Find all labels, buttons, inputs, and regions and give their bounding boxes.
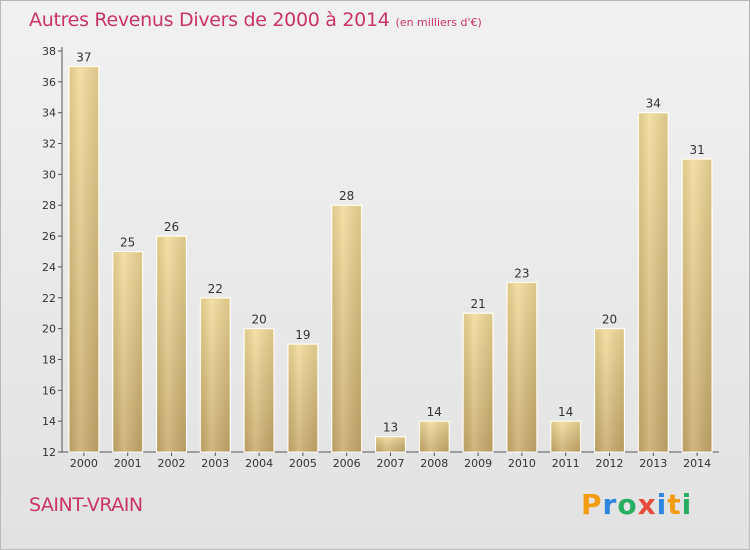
bars [68,65,713,453]
bar-shading-2009 [464,314,493,452]
y-tick-label: 24 [42,261,56,274]
y-tick-label: 26 [42,230,56,243]
x-tick-label-2004: 2004 [245,457,273,470]
x-tick-label-2013: 2013 [639,457,667,470]
value-label-2013: 34 [646,97,661,111]
proxiti-logo[interactable]: Proxiti [581,488,692,521]
value-label-2003: 22 [208,282,223,296]
logo-letter: r [602,488,618,521]
bar-shading-2014 [683,159,712,452]
x-tick-label-2007: 2007 [377,457,405,470]
logo-letter: o [617,488,638,521]
x-tick-label-2014: 2014 [683,457,711,470]
logo-letter: x [637,488,657,521]
bar-shading-2000 [69,67,98,452]
value-label-2002: 26 [164,220,179,234]
x-tick-label-2009: 2009 [464,457,492,470]
y-tick-label: 30 [42,168,56,181]
y-tick-label: 32 [42,138,56,151]
logo-letter: i [656,488,668,521]
bar-shading-2006 [332,206,361,452]
logo-letter: t [667,488,682,521]
y-tick-label: 28 [42,199,56,212]
x-tick-label-2008: 2008 [420,457,448,470]
y-tick-label: 22 [42,292,56,305]
x-tick-label-2010: 2010 [508,457,536,470]
value-label-2009: 21 [470,297,485,311]
chart-title: Autres Revenus Divers de 2000 à 2014 [29,9,390,31]
x-tick-label-2005: 2005 [289,457,317,470]
value-label-2001: 25 [120,236,135,250]
value-label-2000: 37 [76,50,91,64]
bar-shading-2001 [113,252,142,452]
place-name: SAINT-VRAIN [29,494,143,516]
value-label-2007: 13 [383,421,398,435]
bar-shading-2007 [376,437,405,452]
bar-shading-2003 [201,298,230,452]
y-tick-label: 14 [42,415,56,428]
value-label-2010: 23 [514,266,529,280]
y-tick-label: 16 [42,384,56,397]
value-label-2011: 14 [558,405,573,419]
bar-shading-2008 [420,422,449,452]
y-tick-label: 12 [42,446,56,459]
value-label-2008: 14 [427,405,442,419]
chart-subtitle: (en milliers d'€) [395,16,482,29]
y-tick-label: 34 [42,107,56,120]
x-tick-label-2006: 2006 [333,457,361,470]
chart-title-block: Autres Revenus Divers de 2000 à 2014 (en … [29,9,482,31]
bar-shading-2013 [639,113,668,452]
x-tick-label-2001: 2001 [114,457,142,470]
value-label-2005: 19 [295,328,310,342]
x-tick-label-2000: 2000 [70,457,98,470]
bar-shading-2002 [157,237,186,452]
value-label-2006: 28 [339,189,354,203]
bar-shading-2010 [507,283,536,452]
logo-letter: P [581,488,603,521]
y-tick-label: 20 [42,323,56,336]
bar-shading-2005 [288,345,317,452]
value-labels: 37 25 26 22 20 19 28 13 14 21 23 14 20 34 31 [76,50,704,434]
y-tick-label: 38 [42,45,56,58]
bar-shading-2012 [595,329,624,452]
bar-shading-2004 [245,329,274,452]
logo-letter: i [681,488,693,521]
value-label-2014: 31 [689,143,704,157]
value-label-2012: 20 [602,313,617,327]
y-tick-label: 18 [42,353,56,366]
x-tick-label-2012: 2012 [596,457,624,470]
y-tick-label: 36 [42,76,56,89]
bar-shading-2011 [551,422,580,452]
x-tick-label-2011: 2011 [552,457,580,470]
x-tick-label-2003: 2003 [201,457,229,470]
value-label-2004: 20 [251,313,266,327]
x-tick-label-2002: 2002 [158,457,186,470]
